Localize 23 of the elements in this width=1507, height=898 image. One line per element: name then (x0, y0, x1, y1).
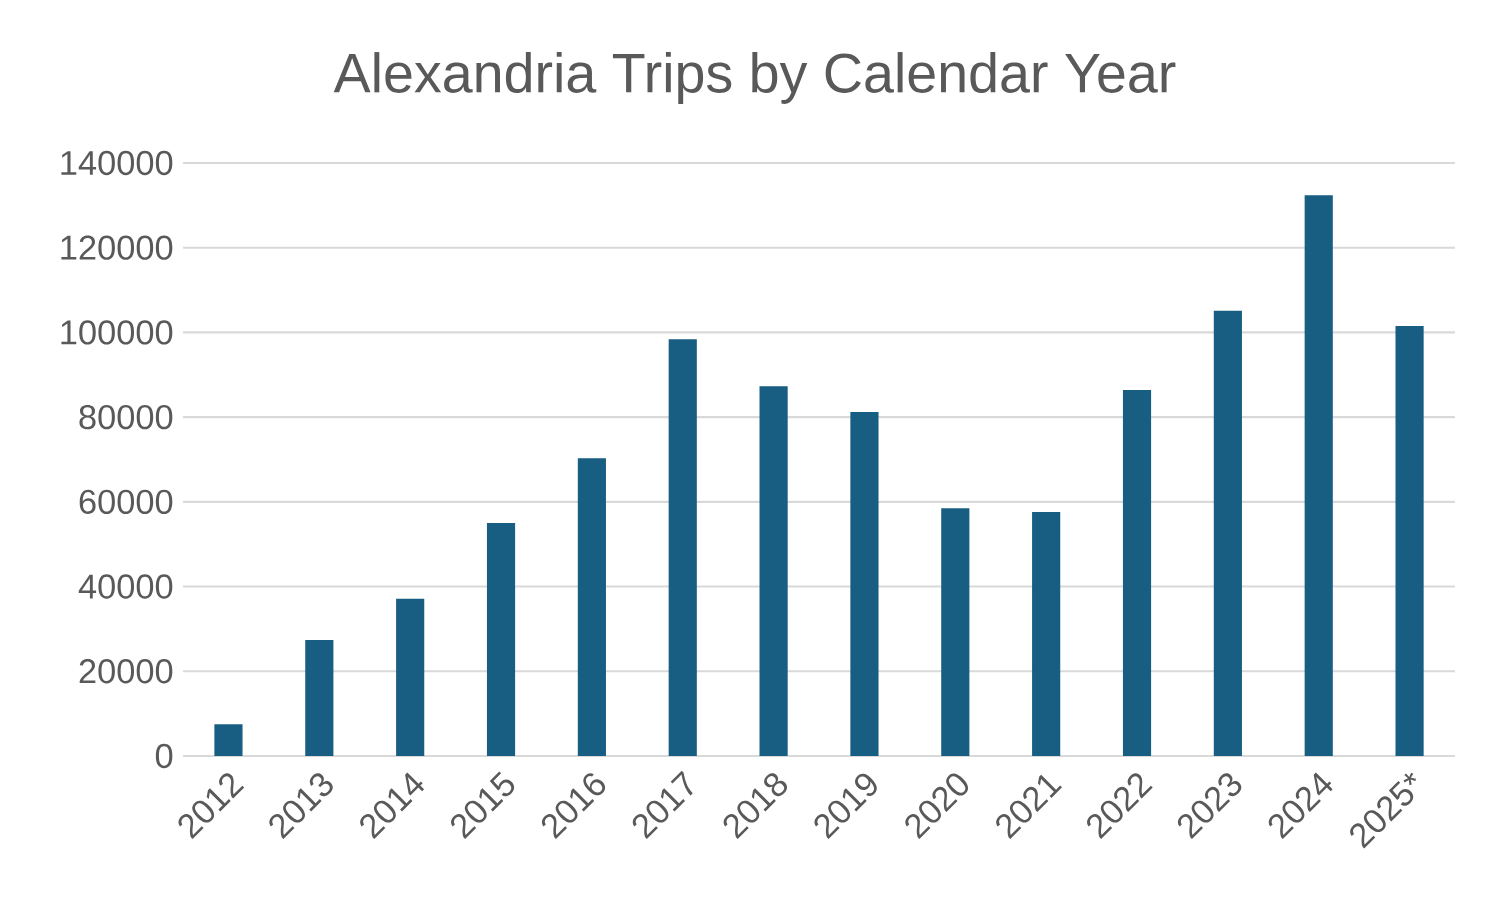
bar (1395, 326, 1424, 756)
bar (1213, 310, 1242, 756)
bar (941, 508, 970, 756)
y-tick-label: 120000 (61, 235, 173, 260)
bar (214, 724, 243, 756)
y-tick-label: 40000 (78, 574, 173, 599)
y-tick-label: 140000 (61, 150, 173, 176)
bar (759, 386, 788, 756)
bar (396, 598, 425, 756)
bar (486, 523, 516, 756)
bar (577, 458, 606, 756)
y-tick-label: 0 (155, 743, 173, 769)
bar (1032, 511, 1061, 756)
bar (668, 339, 697, 756)
y-tick-label: 100000 (61, 320, 173, 345)
y-tick-label: 60000 (79, 489, 173, 515)
y-tick-label: 20000 (79, 659, 173, 684)
bar (305, 639, 334, 756)
chart-title: Alexandria Trips by Calendar Year (333, 52, 1176, 104)
y-tick-label: 80000 (79, 404, 173, 430)
bar (1304, 195, 1333, 756)
bar (1122, 390, 1152, 756)
bar (850, 412, 879, 756)
